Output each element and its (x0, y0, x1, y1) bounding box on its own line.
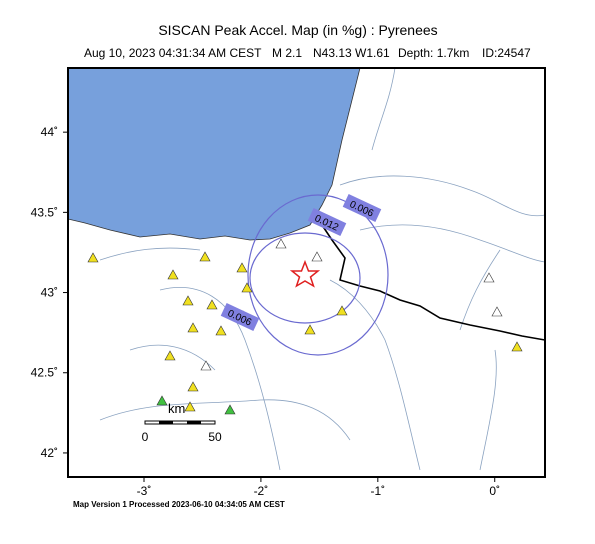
station (199, 251, 211, 262)
map-frame (67, 67, 546, 478)
scale-label: 0 (142, 430, 149, 444)
station (187, 322, 199, 333)
station (87, 252, 99, 263)
y-tick-label: 43.5˚ (31, 205, 58, 219)
scale-label: 50 (208, 430, 222, 444)
station (304, 324, 316, 335)
station (483, 272, 495, 283)
station (275, 238, 287, 249)
station (311, 251, 323, 262)
y-tick-label: 42˚ (41, 446, 58, 460)
x-tick-label: 0˚ (489, 484, 500, 498)
station (224, 404, 236, 415)
station (206, 299, 218, 310)
subtitle-depth: Depth: 1.7km (398, 46, 469, 60)
station (236, 262, 248, 273)
station (156, 395, 168, 406)
station (491, 306, 503, 317)
border (321, 224, 545, 341)
map-title: SISCAN Peak Accel. Map (in %g) : Pyrenee… (158, 22, 437, 38)
subtitle-magnitude: M 2.1 (272, 46, 302, 60)
footer: Map Version 1 Processed 2023-06-10 04:34… (73, 500, 285, 509)
y-tick-label: 42.5˚ (31, 366, 58, 380)
subtitle-date: Aug 10, 2023 04:31:34 AM CEST (84, 46, 262, 60)
subtitle-id: ID:24547 (482, 46, 531, 60)
station (182, 295, 194, 306)
x-tick-label: -2˚ (254, 484, 269, 498)
station (511, 341, 523, 352)
contour (247, 194, 389, 356)
x-tick-label: -3˚ (137, 484, 152, 498)
map-area: 0.006 0.012 0.006 km 0 50 (68, 68, 545, 477)
contour (249, 232, 361, 324)
sea (68, 68, 361, 241)
subtitle-location: N43.13 W1.61 (313, 46, 390, 60)
epicenter (289, 259, 321, 288)
x-tick-label: -1˚ (370, 484, 385, 498)
y-tick-label: 44˚ (41, 125, 58, 139)
subtitle: Aug 10, 2023 04:31:34 AM CEST M 2.1 N43.… (84, 46, 531, 60)
station (241, 282, 253, 293)
station (167, 269, 179, 280)
station (184, 401, 196, 412)
scale-bar: km 0 50 (142, 401, 222, 444)
scale-unit: km (168, 401, 185, 416)
rivers (99, 68, 545, 471)
station (200, 360, 212, 371)
station (187, 381, 199, 392)
y-tick-label: 43˚ (41, 286, 58, 300)
station (164, 350, 176, 361)
station (215, 325, 227, 336)
station (336, 305, 348, 316)
